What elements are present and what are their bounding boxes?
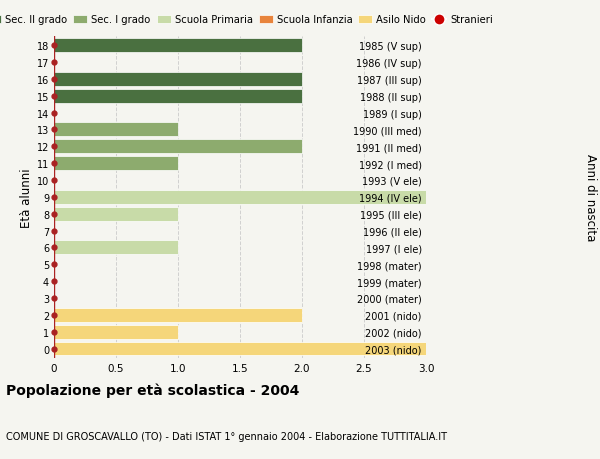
Bar (54, 325, 178, 339)
Bar (54, 241, 178, 255)
Text: Anni di nascita: Anni di nascita (584, 154, 597, 241)
Bar (54, 123, 178, 137)
Bar (54, 308, 302, 322)
Bar (54, 342, 426, 356)
Bar (54, 140, 302, 154)
Text: Popolazione per età scolastica - 2004: Popolazione per età scolastica - 2004 (6, 382, 299, 397)
Legend: Sec. II grado, Sec. I grado, Scuola Primaria, Scuola Infanzia, Asilo Nido, Stran: Sec. II grado, Sec. I grado, Scuola Prim… (0, 15, 493, 25)
Bar (54, 90, 302, 103)
Bar (54, 157, 178, 171)
Bar (54, 39, 302, 53)
Text: COMUNE DI GROSCAVALLO (TO) - Dati ISTAT 1° gennaio 2004 - Elaborazione TUTTITALI: COMUNE DI GROSCAVALLO (TO) - Dati ISTAT … (6, 431, 447, 441)
Bar (54, 207, 178, 221)
Bar (54, 73, 302, 86)
Y-axis label: Età alunni: Età alunni (20, 168, 32, 227)
Bar (54, 190, 426, 204)
